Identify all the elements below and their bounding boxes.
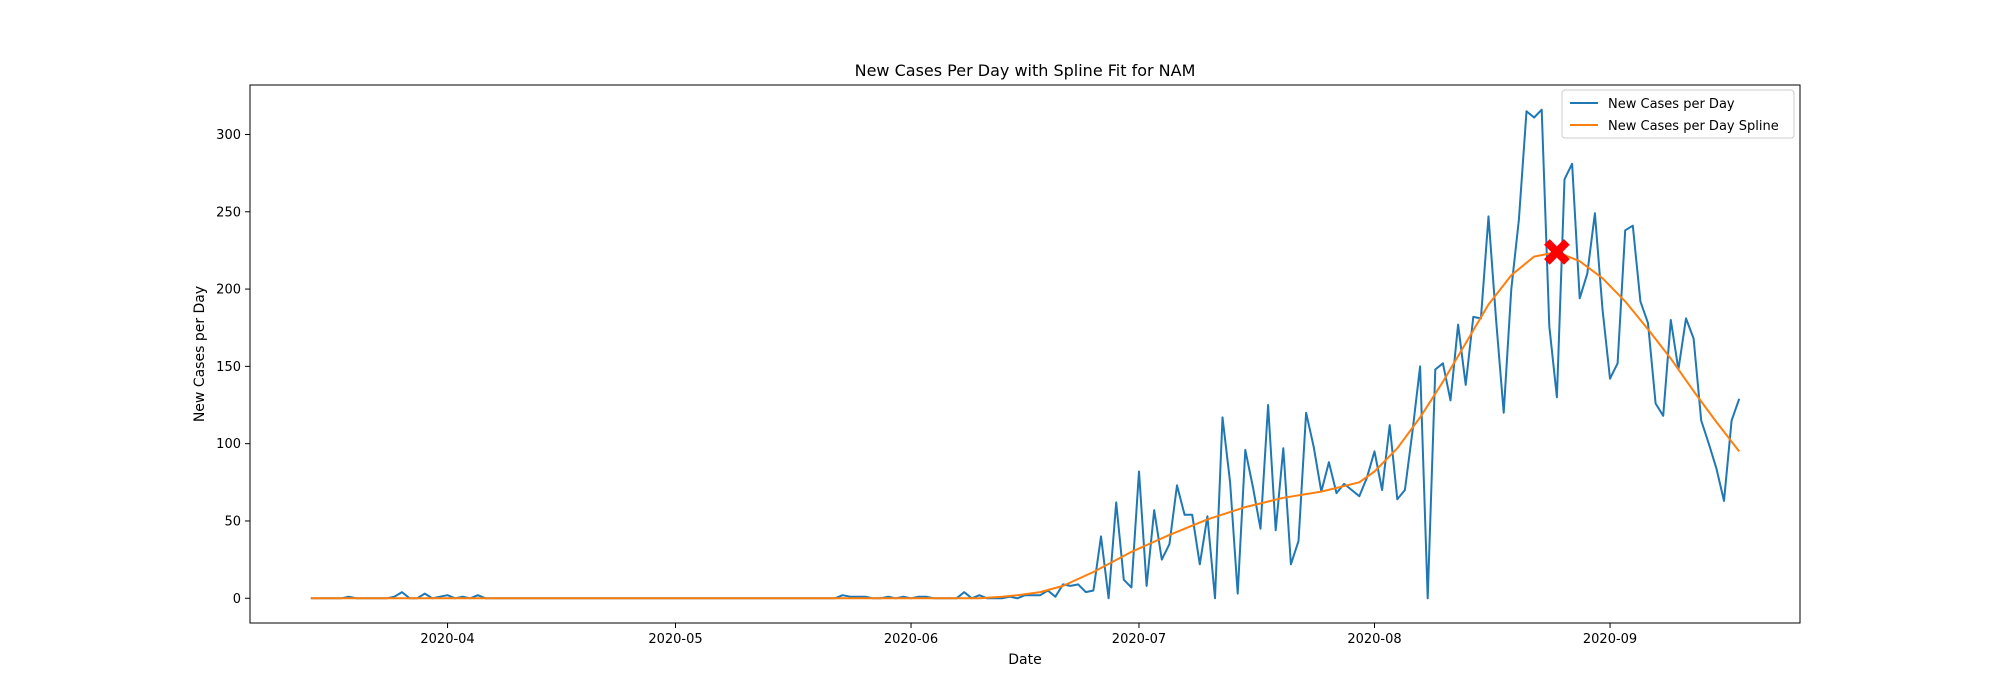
y-tick-label: 200	[216, 283, 241, 298]
y-axis-title: New Cases per Day	[192, 286, 208, 422]
y-tick-label: 50	[224, 514, 241, 529]
x-tick-label: 2020-05	[648, 632, 702, 647]
legend-box	[1561, 89, 1795, 139]
y-tick-label: 100	[216, 437, 241, 452]
plot-area	[310, 108, 1741, 600]
x-tick-label: 2020-09	[1583, 632, 1637, 647]
legend: New Cases per Day New Cases per Day Spli…	[1561, 89, 1795, 139]
chart-title: New Cases Per Day with Spline Fit for NA…	[855, 61, 1196, 80]
legend-label-spline: New Cases per Day Spline	[1608, 119, 1779, 134]
y-tick-label: 150	[216, 360, 241, 375]
x-tick-label: 2020-04	[420, 632, 474, 647]
x-tick-label: 2020-08	[1347, 632, 1401, 647]
x-tick-label: 2020-06	[884, 632, 938, 647]
y-tick-label: 250	[216, 205, 241, 220]
x-tick-label: 2020-07	[1112, 632, 1166, 647]
y-axis: 0 50 100 150 200 250 300	[216, 128, 250, 607]
x-axis: 2020-04 2020-05 2020-06 2020-07 2020-08 2020-…	[420, 623, 1637, 647]
y-tick-label: 300	[216, 128, 241, 143]
legend-label-raw: New Cases per Day	[1608, 97, 1735, 112]
series-line-spline	[310, 251, 1740, 600]
x-axis-title: Date	[1008, 652, 1041, 668]
y-tick-label: 0	[233, 592, 241, 607]
peak-marker	[1544, 239, 1570, 265]
plot-frame	[249, 84, 1801, 624]
